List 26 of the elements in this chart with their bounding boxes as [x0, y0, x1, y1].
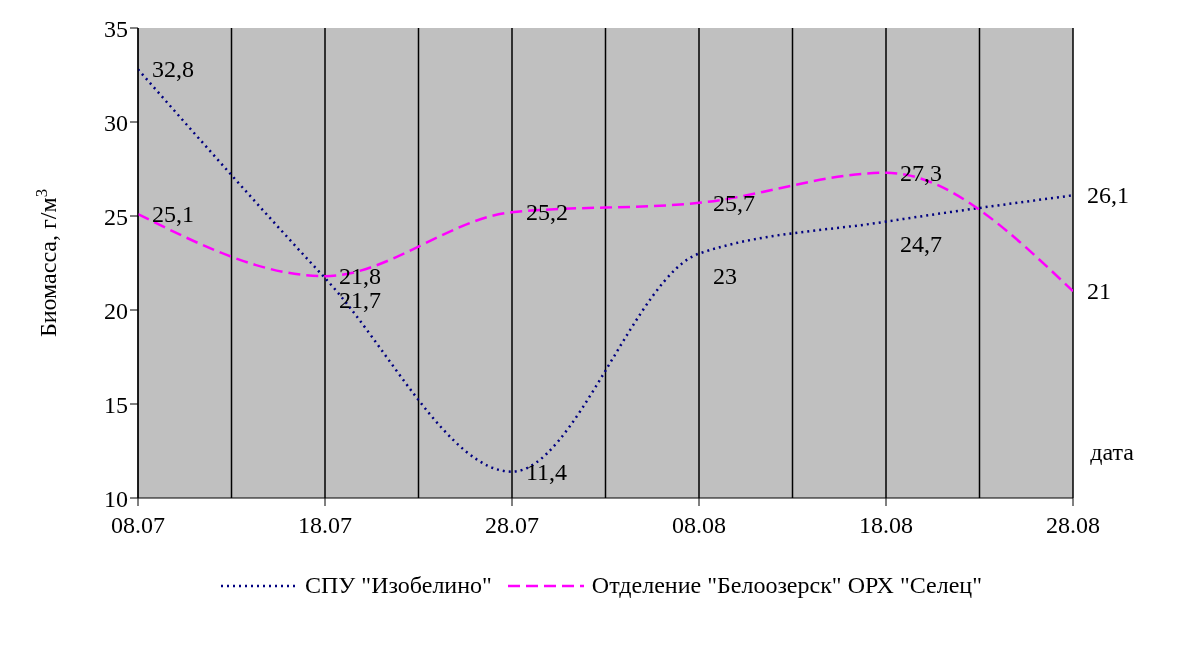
- legend-label: Отделение "Белоозерск" ОРХ "Селец": [591, 572, 982, 599]
- legend-label: СПУ "Изобелино": [305, 572, 492, 599]
- data-label: 25,7: [713, 189, 755, 216]
- data-label: 21,7: [339, 287, 381, 314]
- x-tick-label: 18.08: [859, 512, 913, 539]
- x-tick-label: 08.08: [672, 512, 726, 539]
- data-label: 25,1: [152, 201, 194, 228]
- y-tick-label: 35: [104, 15, 128, 42]
- x-tick-label: 08.07: [111, 512, 165, 539]
- data-label: 32,8: [152, 56, 194, 83]
- y-tick-label: 25: [104, 203, 128, 230]
- y-tick-label: 20: [104, 297, 128, 324]
- data-label: 27,3: [900, 159, 942, 186]
- data-label: 11,4: [526, 458, 568, 485]
- data-label: 26,1: [1087, 182, 1129, 209]
- x-tick-label: 28.07: [485, 512, 539, 539]
- y-tick-label: 15: [104, 391, 128, 418]
- data-label: 24,7: [900, 230, 942, 257]
- data-label: 21,8: [339, 263, 381, 290]
- x-tick-label: 28.08: [1046, 512, 1100, 539]
- y-tick-label: 30: [104, 109, 128, 136]
- y-tick-label: 10: [104, 485, 128, 512]
- data-label: 21: [1087, 278, 1111, 305]
- x-axis-title: дата: [1090, 439, 1135, 466]
- data-label: 23: [713, 262, 737, 289]
- x-tick-label: 18.07: [298, 512, 352, 539]
